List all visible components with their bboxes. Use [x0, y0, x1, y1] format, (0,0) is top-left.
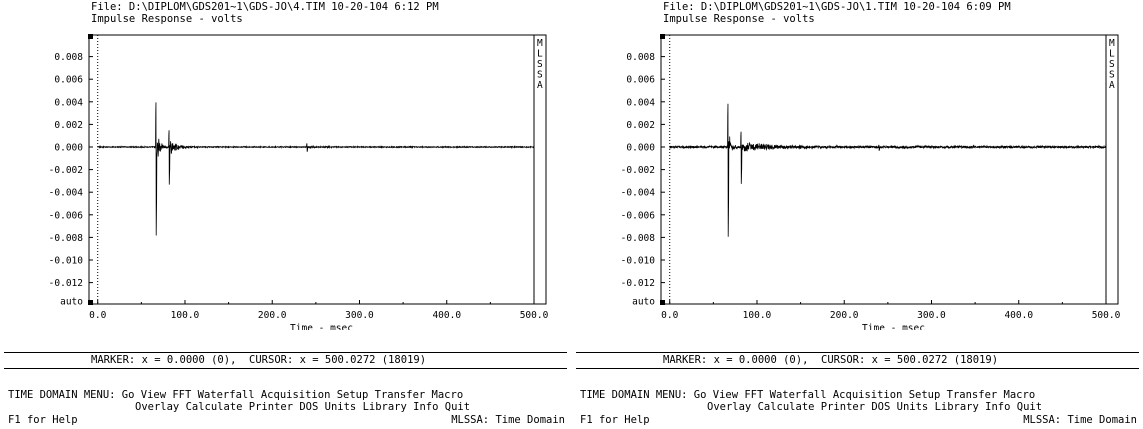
mode-indicator: MLSSA: Time Domain: [451, 414, 565, 426]
x-tick-label: 100.0: [743, 310, 772, 321]
x-tick-label: 200.0: [258, 310, 287, 321]
top-corner-marker: [88, 34, 93, 39]
help-hint: F1 for Help: [8, 414, 78, 426]
status-divider-top: [576, 352, 1139, 353]
y-tick-label: 0.000: [54, 143, 83, 154]
impulse-response-chart[interactable]: MLSSA 0.008 0.006 0.004 0.002 0.000 -0.002 -0.0…: [0, 0, 571, 330]
side-label-letter: L: [1109, 49, 1115, 60]
x-tick-label: 400.0: [432, 310, 461, 321]
plot-title: Impulse Response - volts: [91, 13, 243, 25]
bottom-corner-marker: [88, 300, 93, 305]
side-label-letter: A: [1109, 80, 1115, 91]
y-tick-label: -0.010: [49, 256, 84, 267]
top-corner-marker: [660, 34, 665, 39]
x-tick-label: 500.0: [520, 310, 549, 321]
x-tick-label: 0.0: [661, 310, 678, 321]
file-path-line: File: D:\DIPLOM\GDS201~1\GDS-JO\4.TIM 10…: [91, 1, 439, 13]
y-tick-label: -0.002: [621, 165, 655, 176]
side-label-letter: A: [537, 80, 543, 91]
time-domain-menu-line1[interactable]: TIME DOMAIN MENU: Go View FFT Waterfall …: [580, 389, 1036, 401]
x-tick-label: 500.0: [1092, 310, 1121, 321]
y-tick-label: 0.002: [626, 120, 655, 131]
marker-cursor-status: MARKER: x = 0.0000 (0), CURSOR: x = 500.…: [663, 354, 999, 366]
y-tick-label: -0.002: [49, 165, 83, 176]
y-tick-label: 0.004: [54, 97, 83, 108]
time-domain-menu-line2[interactable]: Overlay Calculate Printer DOS Units Libr…: [135, 401, 471, 413]
y-tick-label: 0.002: [54, 120, 83, 131]
impulse-response-chart[interactable]: MLSSA 0.008 0.006 0.004 0.002 0.000 -0.002 -0.0…: [572, 0, 1143, 330]
mlssa-panel-left: File: D:\DIPLOM\GDS201~1\GDS-JO\4.TIM 10…: [0, 0, 571, 429]
side-label-letter: S: [537, 59, 543, 70]
x-tick-label: 0.0: [89, 310, 106, 321]
y-tick-label: -0.004: [49, 188, 84, 199]
status-divider-bottom: [4, 368, 567, 369]
mode-indicator: MLSSA: Time Domain: [1023, 414, 1137, 426]
side-label-box: [533, 34, 547, 305]
y-tick-label: -0.004: [621, 188, 656, 199]
side-label-letter: M: [1109, 38, 1115, 49]
side-label-letter: L: [537, 49, 543, 60]
y-tick-label: -0.008: [49, 233, 84, 244]
y-tick-label: -0.006: [49, 210, 84, 221]
y-tick-label: auto: [60, 297, 83, 308]
side-label-box: [1105, 34, 1119, 305]
marker-cursor-status: MARKER: x = 0.0000 (0), CURSOR: x = 500.…: [91, 354, 427, 366]
y-tick-label: 0.006: [54, 75, 83, 86]
x-tick-label: 300.0: [917, 310, 946, 321]
plot-title: Impulse Response - volts: [663, 13, 815, 25]
bottom-corner-marker: [660, 300, 665, 305]
help-hint: F1 for Help: [580, 414, 650, 426]
y-tick-label: -0.012: [49, 278, 83, 289]
mlssa-panel-right: File: D:\DIPLOM\GDS201~1\GDS-JO\1.TIM 10…: [572, 0, 1143, 429]
side-label-letter: M: [537, 38, 543, 49]
x-tick-label: 200.0: [830, 310, 859, 321]
y-tick-label: -0.008: [621, 233, 656, 244]
side-label-letter: S: [537, 70, 543, 81]
y-tick-label: 0.000: [626, 143, 655, 154]
impulse-response-trace: [669, 103, 1107, 237]
y-tick-label: -0.006: [621, 210, 656, 221]
side-label-letter: S: [1109, 70, 1115, 81]
y-tick-label: 0.004: [626, 97, 655, 108]
status-divider-bottom: [576, 368, 1139, 369]
x-tick-label: 400.0: [1004, 310, 1033, 321]
time-domain-menu-line2[interactable]: Overlay Calculate Printer DOS Units Libr…: [707, 401, 1043, 413]
x-tick-label: 300.0: [345, 310, 374, 321]
side-label-letter: S: [1109, 59, 1115, 70]
impulse-response-trace: [97, 102, 535, 236]
y-tick-label: 0.008: [626, 52, 655, 63]
y-tick-label: 0.006: [626, 75, 655, 86]
x-axis-label: Time - msec: [290, 323, 353, 330]
y-tick-label: auto: [632, 297, 655, 308]
x-tick-label: 100.0: [171, 310, 200, 321]
file-path-line: File: D:\DIPLOM\GDS201~1\GDS-JO\1.TIM 10…: [663, 1, 1011, 13]
x-axis-label: Time - msec: [862, 323, 925, 330]
time-domain-menu-line1[interactable]: TIME DOMAIN MENU: Go View FFT Waterfall …: [8, 389, 464, 401]
status-divider-top: [4, 352, 567, 353]
y-tick-label: -0.010: [621, 256, 656, 267]
y-tick-label: -0.012: [621, 278, 655, 289]
y-tick-label: 0.008: [54, 52, 83, 63]
